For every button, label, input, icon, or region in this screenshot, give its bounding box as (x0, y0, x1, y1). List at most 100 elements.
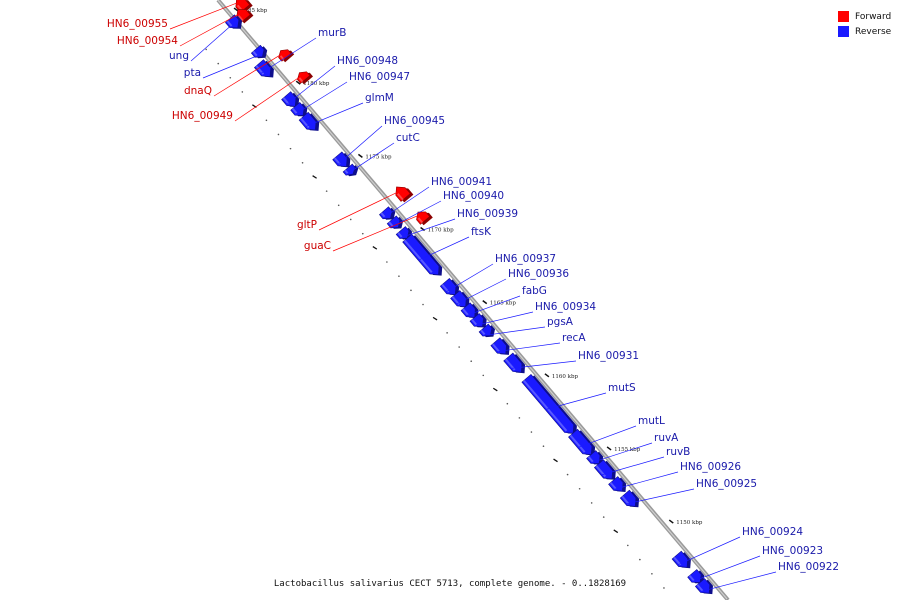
gene-label: glmM (365, 92, 394, 104)
minor-tick (506, 402, 509, 405)
gene-leader-line (169, 0, 246, 30)
minor-tick (241, 91, 244, 93)
gene-leader-line (399, 218, 456, 239)
gene-feature-highlight (388, 221, 394, 227)
gene-leader-line (337, 125, 383, 166)
gene-label: HN6_00954 (117, 35, 178, 47)
gene-feature-highlight (696, 584, 704, 592)
minor-tick (458, 346, 460, 348)
gene-feature-highlight (333, 157, 341, 165)
gene-leader-line (625, 488, 695, 505)
gene-feature-highlight (471, 319, 477, 326)
major-tick (492, 387, 498, 392)
gene-feature-highlight (252, 50, 258, 57)
dna-backbone (216, 0, 730, 600)
gene-leader-line (418, 236, 470, 261)
gene-leader-line (259, 37, 317, 75)
gene-feature-highlight (344, 169, 349, 175)
scale-mark-label: 1165 kbp (490, 301, 517, 307)
gene-feature-highlight (491, 343, 500, 353)
gene-label: HN6_00945 (384, 115, 445, 127)
gene-label: recA (562, 332, 586, 344)
gene-feature-highlight (621, 495, 630, 505)
gene-recA (490, 337, 510, 355)
gene-ruvA (586, 450, 604, 465)
caption: Lactobacillus salivarius CECT 5713, comp… (273, 579, 627, 589)
scale-marks: 1185 kbp 1180 kbp 1175 kbp 1170 kbp 1165 kbp… (233, 7, 703, 526)
gene-label: HN6_00939 (457, 208, 518, 220)
gene-label: murB (318, 27, 346, 39)
minor-tick (205, 48, 207, 51)
gene-feature-highlight (417, 217, 424, 224)
gene-pta (250, 44, 268, 59)
scale-tick (295, 80, 301, 85)
gene-feature-highlight (291, 107, 298, 115)
minor-tick (398, 275, 400, 277)
gene-label: HN6_00941 (431, 176, 492, 188)
gene-label: guaC (304, 240, 331, 252)
gene-feature-highlight (380, 212, 386, 218)
gene-feature-highlight (609, 482, 617, 490)
minor-tick (217, 62, 220, 65)
gene-feature-highlight (403, 239, 433, 273)
gene-label: ftsK (471, 226, 492, 238)
gene-leader-line (294, 81, 348, 116)
gene-feature-highlight (587, 456, 594, 463)
minor-tick (422, 303, 424, 306)
gene-leader-line (445, 263, 494, 293)
scale-mark-label: 1160 kbp (552, 374, 579, 380)
gene-leader-line (465, 295, 521, 317)
gene-label: dnaQ (184, 85, 212, 97)
gene-label: HN6_00947 (349, 71, 410, 83)
gene-feature (290, 101, 305, 116)
gene-leader-line (179, 9, 247, 47)
legend-reverse-label: Reverse (855, 26, 892, 37)
scale-tick (544, 373, 550, 378)
gene-label: HN6_00949 (172, 110, 233, 122)
minor-tick (301, 161, 304, 164)
gene-leader-line (213, 49, 289, 97)
minor-tick (590, 502, 593, 504)
gene-label: gltP (297, 219, 317, 231)
gene-feature (521, 373, 575, 434)
major-tick (553, 458, 558, 463)
gene-feature (378, 206, 393, 220)
gene-feature (224, 14, 240, 29)
gene-feature-highlight (480, 329, 486, 336)
gene-label: HN6_00934 (535, 301, 596, 313)
minor-tick (639, 558, 641, 561)
gene-leader-line (190, 26, 230, 62)
gene-leader-line (455, 278, 507, 305)
gene-leader-line (495, 342, 561, 353)
gene-label: ruvA (654, 432, 679, 444)
legend-reverse: Reverse (838, 24, 891, 39)
minor-tick (289, 147, 292, 150)
gene-leader-line (590, 442, 653, 464)
minor-tick (651, 572, 653, 575)
legend-forward-label: Forward (855, 11, 892, 22)
gene-leader-line (545, 392, 607, 410)
legend: Forward Reverse (838, 9, 891, 39)
gene-label: HN6_00923 (762, 545, 823, 557)
gene-feature-highlight (462, 308, 469, 316)
scale-mark-label: 1185 kbp (241, 8, 268, 14)
scale-mark-label: 1170 kbp (428, 227, 455, 233)
minor-tick (325, 190, 328, 192)
gene-mutL (568, 428, 596, 456)
gene-leader-line (345, 142, 395, 176)
gene-HN6_00934 (469, 313, 487, 328)
scale-tick (357, 153, 363, 158)
gene-ung (224, 14, 242, 29)
gene-label: HN6_00924 (742, 526, 803, 538)
gene-leader-line (691, 555, 761, 583)
gene-label: HN6_00940 (443, 190, 504, 202)
minor-tick (566, 473, 569, 476)
gene-features (224, 0, 713, 595)
gene-label: HN6_00955 (107, 18, 168, 30)
gene-HN6_00925 (619, 489, 640, 508)
gene-label: cutC (396, 132, 420, 144)
gene-leader-line (304, 102, 364, 128)
gene-feature (253, 59, 272, 77)
gene-feature-highlight (282, 97, 290, 105)
